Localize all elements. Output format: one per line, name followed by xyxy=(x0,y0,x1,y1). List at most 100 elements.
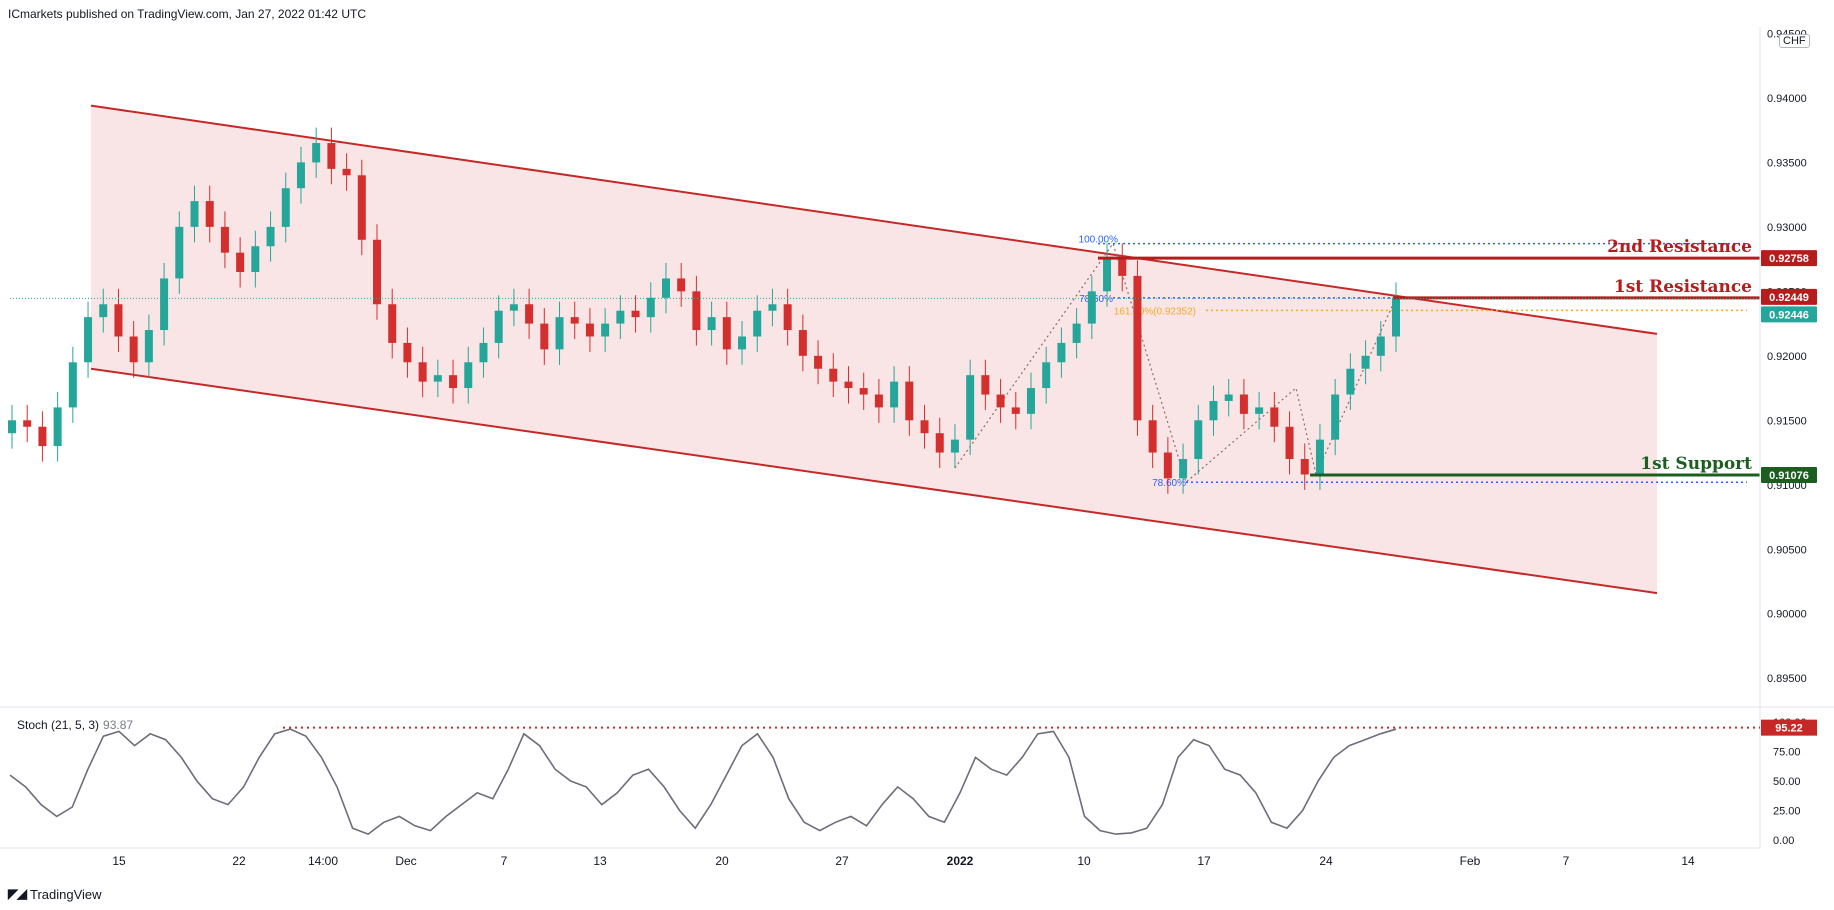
resistance-2-badge-bg xyxy=(1761,250,1817,267)
candle-body xyxy=(1026,388,1035,414)
candle-body xyxy=(950,439,959,453)
stochastic-tick-label: 0.00 xyxy=(1773,835,1794,847)
candle-body xyxy=(631,310,640,318)
candle-body xyxy=(692,291,701,331)
time-axis[interactable]: 15 22 14:00 Dec 7 13 20 27 2022 10 17 24 Feb 7 14 xyxy=(112,854,1695,868)
price-tick-label: 0.93500 xyxy=(1767,157,1807,169)
price-tick-label: 0.90000 xyxy=(1767,609,1807,621)
candle-body xyxy=(190,201,199,227)
time-tick-label: 22 xyxy=(232,854,246,868)
stochastic-pane[interactable] xyxy=(9,726,1760,836)
candle-body xyxy=(1133,275,1142,421)
candle-body xyxy=(1209,400,1218,421)
candle-body xyxy=(251,246,260,273)
level-label: 1st Resistance xyxy=(1614,277,1752,297)
time-tick-label: 27 xyxy=(835,854,849,868)
candle-body xyxy=(1179,458,1188,479)
candle-body xyxy=(707,317,716,331)
last-price-badge: 0.92446 xyxy=(1769,309,1809,321)
candle-body xyxy=(205,201,214,227)
candle-body xyxy=(266,226,275,247)
candle-body xyxy=(1057,342,1066,363)
candle-body xyxy=(966,375,975,440)
currency-badge[interactable]: CHF xyxy=(1779,34,1810,48)
last-price-badge-bg xyxy=(1761,306,1817,323)
support-1-badge: 0.91076 xyxy=(1769,470,1809,482)
channel-lower-line xyxy=(90,367,1658,595)
candle-body xyxy=(114,304,123,337)
candle-body xyxy=(433,375,442,382)
candle-body xyxy=(388,304,397,343)
stochastic-line xyxy=(9,728,1397,836)
candle-body xyxy=(874,394,883,408)
candle-body xyxy=(829,368,838,382)
candle-body xyxy=(753,310,762,337)
channel-fill xyxy=(91,105,1657,594)
candle-body xyxy=(1300,458,1309,475)
candle-body xyxy=(449,375,458,389)
candle-body xyxy=(129,336,138,363)
candle-body xyxy=(920,420,929,434)
fib-level-label: 161.80%(0.92352) xyxy=(1114,306,1196,317)
time-tick-label: 17 xyxy=(1197,854,1211,868)
stochastic-title: Stoch (21, 5, 3) xyxy=(17,718,100,732)
candle-body xyxy=(1392,297,1400,337)
candle-body xyxy=(8,420,16,434)
resistance-1-badge: 0.92449 xyxy=(1769,292,1809,304)
stochastic-tick-label: 50.00 xyxy=(1773,776,1801,788)
candle-body xyxy=(783,304,792,331)
candle-body xyxy=(68,362,77,408)
candle-body xyxy=(1072,323,1081,343)
candle-body xyxy=(494,310,503,343)
time-tick-label: 24 xyxy=(1319,854,1333,868)
candle-body xyxy=(905,381,914,421)
candle-body xyxy=(53,407,62,447)
time-tick-label: 7 xyxy=(1563,854,1570,868)
level-label: 1st Support xyxy=(1640,454,1752,474)
candle-body xyxy=(342,168,351,176)
candle-body xyxy=(540,323,549,350)
candle-body xyxy=(1148,420,1157,453)
candle-body xyxy=(509,304,518,311)
sr-levels: 2nd Resistance 1st Resistance 1st Support xyxy=(1098,237,1760,477)
tradingview-logo-icon: ◤◢ xyxy=(8,886,27,901)
price-tick-label: 0.94000 xyxy=(1767,93,1807,105)
price-tick-label: 0.93000 xyxy=(1767,222,1807,234)
candle-body xyxy=(1118,259,1127,276)
candle-body xyxy=(38,426,47,447)
candle-body xyxy=(403,342,412,363)
candles[interactable] xyxy=(8,127,1400,494)
candle-body xyxy=(1346,368,1355,395)
price-tick-label: 0.89500 xyxy=(1767,673,1807,685)
fib-level-label: 78.60% xyxy=(1152,478,1186,489)
candle-body xyxy=(144,330,153,363)
candle-body xyxy=(175,226,184,279)
candle-body xyxy=(722,317,731,350)
time-tick-label: 13 xyxy=(593,854,607,868)
resistance-2-badge: 0.92758 xyxy=(1769,253,1809,265)
tradingview-brand: TradingView xyxy=(30,886,102,902)
header-credit: ICmarkets published on TradingView.com, … xyxy=(8,7,366,21)
candle-body xyxy=(1270,407,1279,427)
time-tick-label: Dec xyxy=(395,854,416,868)
time-tick-label: 14:00 xyxy=(308,854,338,868)
time-tick-label: 2022 xyxy=(947,854,974,868)
fib-level-label: 100.00% xyxy=(1079,235,1119,246)
tradingview-logo[interactable]: ◤◢ TradingView xyxy=(8,886,102,902)
time-tick-label: 7 xyxy=(501,854,508,868)
candle-body xyxy=(1239,394,1248,414)
candle-body xyxy=(1255,407,1264,414)
candle-body xyxy=(99,304,108,318)
candle-body xyxy=(859,388,868,395)
price-axis[interactable]: 0.945000.940000.935000.930000.925000.920… xyxy=(1767,28,1807,685)
candle-body xyxy=(418,362,427,382)
candle-body xyxy=(996,394,1005,408)
candle-body xyxy=(798,330,807,356)
stochastic-label[interactable]: Stoch (21, 5, 3) 93.87 xyxy=(17,718,133,732)
candle-body xyxy=(555,317,564,350)
candle-body xyxy=(1361,355,1370,369)
candle-body xyxy=(327,143,336,169)
candle-body xyxy=(1011,407,1020,414)
level-label: 2nd Resistance xyxy=(1607,237,1752,257)
